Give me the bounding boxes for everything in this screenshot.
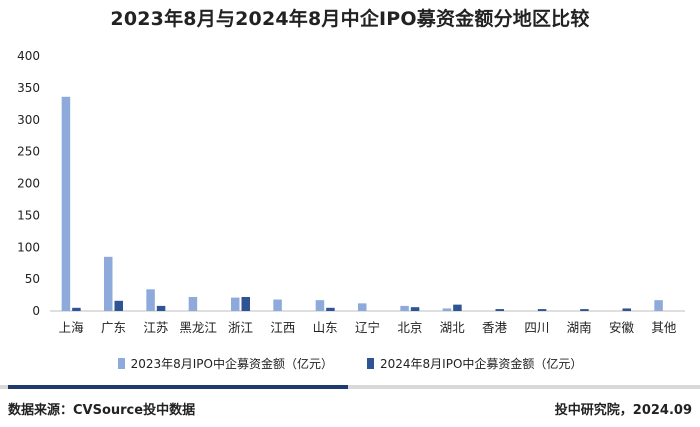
x-tick-label: 湖北 bbox=[440, 320, 466, 335]
y-tick-label: 200 bbox=[17, 177, 40, 191]
chart-legend: 2023年8月IPO中企募资金额（亿元） 2024年8月IPO中企募资金额（亿元… bbox=[0, 355, 700, 372]
x-tick-label: 北京 bbox=[397, 320, 422, 335]
x-tick-label: 山东 bbox=[313, 320, 338, 335]
bar-2024-0 bbox=[72, 307, 81, 311]
bar-2023-2 bbox=[146, 289, 155, 311]
bar-2023-9 bbox=[442, 308, 452, 311]
bar-2024-11 bbox=[537, 309, 547, 311]
legend-swatch-2023 bbox=[117, 358, 125, 369]
y-tick-label: 300 bbox=[17, 113, 40, 127]
legend-label-2024: 2024年8月IPO中企募资金额（亿元） bbox=[380, 357, 583, 371]
footer-source: 数据来源：CVSource投中数据 bbox=[8, 403, 196, 418]
y-tick-label: 350 bbox=[17, 81, 40, 95]
bar-2023-14 bbox=[654, 300, 663, 311]
x-tick-label: 香港 bbox=[482, 320, 508, 335]
x-tick-label: 江西 bbox=[270, 320, 295, 335]
bar-2024-12 bbox=[580, 309, 589, 311]
bar-2023-0 bbox=[61, 96, 71, 311]
legend-label-2023: 2023年8月IPO中企募资金额（亿元） bbox=[130, 357, 333, 371]
bar-2023-5 bbox=[273, 299, 282, 311]
x-tick-label: 黑龙江 bbox=[179, 320, 217, 335]
bar-2023-7 bbox=[358, 303, 367, 311]
legend-item-2024: 2024年8月IPO中企募资金额（亿元） bbox=[367, 355, 582, 372]
x-tick-label: 江苏 bbox=[143, 320, 168, 335]
bar-2024-9 bbox=[453, 304, 462, 312]
footer-divider-accent bbox=[8, 385, 348, 389]
x-tick-label: 四川 bbox=[524, 320, 549, 335]
y-tick-label: 150 bbox=[17, 208, 40, 222]
legend-swatch-2024 bbox=[367, 358, 374, 369]
y-tick-label: 250 bbox=[17, 145, 40, 159]
bar-2024-2 bbox=[156, 305, 166, 311]
footer-divider bbox=[0, 385, 700, 389]
chart-plot: 0 50 100 150 200 250 300 350 400 上海 广东 江苏 黑龙江 浙江 江西 山东 辽… bbox=[17, 49, 685, 335]
y-tick-label: 0 bbox=[32, 304, 40, 318]
bar-2023-3 bbox=[188, 296, 198, 311]
bar-2024-6 bbox=[326, 307, 335, 311]
y-tick-label: 100 bbox=[17, 240, 40, 254]
bar-2024-10 bbox=[495, 309, 504, 311]
chart-title: 2023年8月与2024年8月中企IPO募资金额分地区比较 bbox=[110, 8, 590, 30]
bar-2024-13 bbox=[622, 308, 631, 311]
bar-2024-1 bbox=[114, 300, 123, 311]
bar-2023-8 bbox=[400, 305, 409, 311]
x-tick-label: 浙江 bbox=[228, 320, 253, 335]
y-tick-label: 50 bbox=[25, 272, 40, 286]
x-tick-label: 其他 bbox=[651, 320, 677, 335]
bar-2024-8 bbox=[410, 307, 420, 311]
y-tick-label: 400 bbox=[17, 49, 40, 63]
legend-item-2023: 2023年8月IPO中企募资金额（亿元） bbox=[117, 355, 333, 372]
bar-2023-1 bbox=[104, 256, 113, 311]
footer-publisher: 投中研究院，2024.09 bbox=[554, 403, 692, 418]
bar-2024-4 bbox=[241, 296, 250, 311]
x-tick-label: 广东 bbox=[101, 320, 126, 335]
x-tick-label: 上海 bbox=[59, 320, 85, 335]
bar-2023-6 bbox=[315, 300, 325, 311]
x-tick-label: 湖南 bbox=[567, 320, 592, 335]
bar-2023-4 bbox=[231, 297, 240, 311]
x-tick-label: 辽宁 bbox=[355, 320, 380, 335]
x-tick-label: 安徽 bbox=[609, 320, 635, 335]
